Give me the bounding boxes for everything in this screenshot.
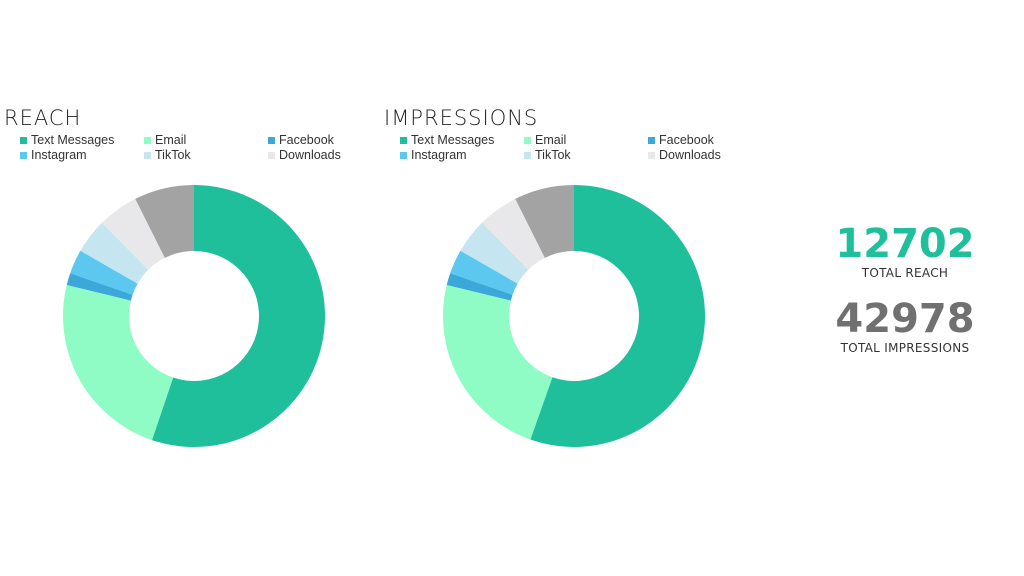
donut-slice-tiktok [80,222,149,284]
legend-item: Text Messages [20,133,144,147]
legend-item: Downloads [268,148,392,162]
donut-slice-text-messages [530,185,705,447]
legend-item: Text Messages [400,133,524,147]
legend-swatch [400,151,407,159]
kpi-total-reach: 12702 TOTAL REACH [805,222,1005,280]
legend-swatch [648,136,655,144]
legend-label: Instagram [31,148,87,162]
legend-item: Downloads [648,148,772,162]
donut-slice-downloads [101,198,165,270]
donut-slice-other [515,185,574,258]
donut-slice-instagram [450,250,518,295]
legend: Text Messages Email Facebook Instagram TikTo… [20,133,392,162]
donut-slice-facebook [446,273,513,301]
legend-swatch [268,151,275,159]
legend-swatch [268,136,275,144]
donut-slice-instagram [70,250,138,295]
legend-label: Text Messages [31,133,115,147]
legend-item: Email [524,133,648,147]
donut-slice-facebook [66,273,133,301]
legend-label: TikTok [155,148,191,162]
legend-label: Facebook [659,133,714,147]
legend-item: Facebook [268,133,392,147]
donut-slice-tiktok [460,222,529,284]
legend-label: Email [155,133,187,147]
legend-label: Facebook [279,133,334,147]
legend-item: Email [144,133,268,147]
legend-label: TikTok [535,148,571,162]
legend-item: TikTok [144,148,268,162]
legend-item: Facebook [648,133,772,147]
total-impressions-value: 42978 [835,296,975,342]
total-reach-label: TOTAL REACH [861,266,949,280]
legend-label: Downloads [659,148,721,162]
legend-label: Downloads [279,148,341,162]
kpi-total-impressions: 42978 TOTAL IMPRESSIONS [805,297,1005,355]
donut-slice-text-messages [151,185,325,447]
legend-item: Instagram [400,148,524,162]
total-impressions-label: TOTAL IMPRESSIONS [840,341,970,355]
chart-title: REACH [4,106,82,130]
donut-slice-email [443,285,553,440]
donut-slice-downloads [481,198,545,270]
legend-swatch [20,136,27,144]
donut-chart [443,185,705,447]
legend-item: TikTok [524,148,648,162]
legend-swatch [20,151,27,159]
legend-swatch [400,136,407,144]
legend-label: Email [535,133,567,147]
legend-label: Instagram [411,148,467,162]
chart-title: IMPRESSIONS [384,106,539,130]
legend-label: Text Messages [411,133,495,147]
donut-slice-other [135,185,194,258]
legend: Text Messages Email Facebook Instagram TikTo… [400,133,772,162]
legend-swatch [524,136,531,144]
legend-swatch [524,151,531,159]
donut-slice-email [63,285,174,441]
legend-swatch [144,136,151,144]
total-reach-value: 12702 [835,221,975,267]
legend-swatch [648,151,655,159]
donut-chart [63,185,325,447]
legend-swatch [144,151,151,159]
legend-item: Instagram [20,148,144,162]
